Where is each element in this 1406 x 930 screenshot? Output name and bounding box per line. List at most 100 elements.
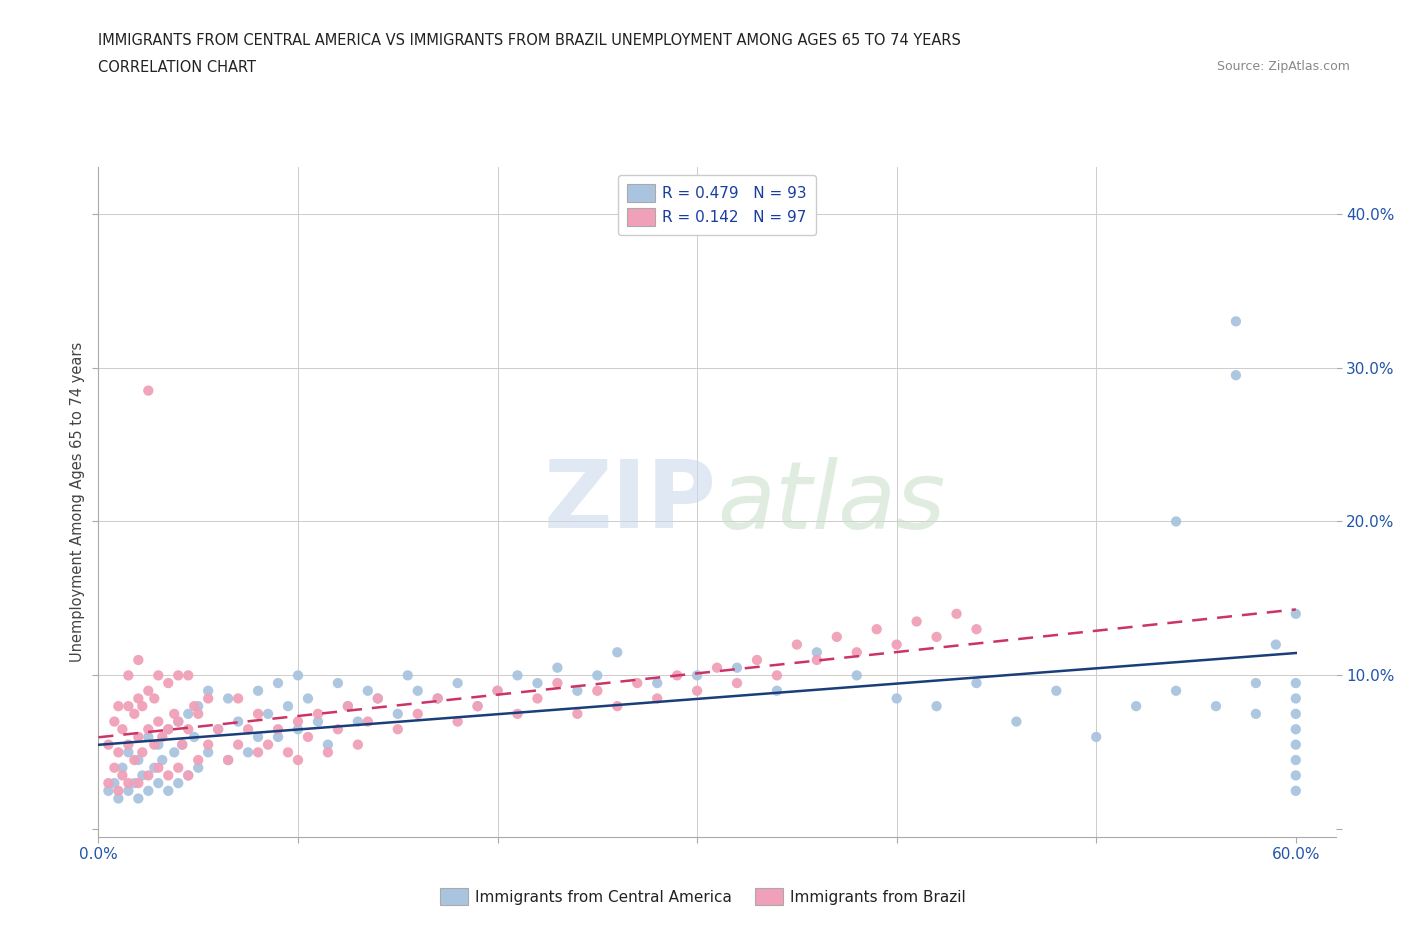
Point xyxy=(177,722,200,737)
Point xyxy=(387,722,409,737)
Point xyxy=(127,729,149,744)
Point xyxy=(163,745,186,760)
Point xyxy=(526,675,548,690)
Legend: R = 0.479   N = 93, R = 0.142   N = 97: R = 0.479 N = 93, R = 0.142 N = 97 xyxy=(619,175,815,234)
Point xyxy=(1125,698,1147,713)
Point xyxy=(177,768,200,783)
Point xyxy=(745,653,768,668)
Point xyxy=(1285,783,1308,798)
Point xyxy=(467,698,489,713)
Point xyxy=(187,707,209,722)
Point xyxy=(686,668,709,683)
Point xyxy=(127,752,149,767)
Point xyxy=(945,606,967,621)
Point xyxy=(236,745,259,760)
Point xyxy=(117,698,139,713)
Point xyxy=(183,729,205,744)
Point xyxy=(103,714,125,729)
Point xyxy=(825,630,848,644)
Point xyxy=(143,737,166,752)
Point xyxy=(167,776,190,790)
Point xyxy=(347,737,370,752)
Point xyxy=(546,660,568,675)
Point xyxy=(925,630,948,644)
Point xyxy=(103,776,125,790)
Point xyxy=(567,684,589,698)
Point xyxy=(167,714,190,729)
Y-axis label: Unemployment Among Ages 65 to 74 years: Unemployment Among Ages 65 to 74 years xyxy=(69,342,84,662)
Point xyxy=(131,698,153,713)
Point xyxy=(148,714,170,729)
Point xyxy=(1164,684,1187,698)
Point xyxy=(117,783,139,798)
Point xyxy=(117,745,139,760)
Point xyxy=(127,791,149,806)
Point xyxy=(207,722,229,737)
Text: IMMIGRANTS FROM CENTRAL AMERICA VS IMMIGRANTS FROM BRAZIL UNEMPLOYMENT AMONG AGE: IMMIGRANTS FROM CENTRAL AMERICA VS IMMIG… xyxy=(98,33,962,47)
Point xyxy=(277,698,299,713)
Point xyxy=(446,714,468,729)
Point xyxy=(267,722,290,737)
Point xyxy=(307,714,329,729)
Point xyxy=(131,745,153,760)
Point xyxy=(806,644,828,659)
Point xyxy=(247,684,270,698)
Point xyxy=(97,737,120,752)
Point xyxy=(157,722,180,737)
Point xyxy=(143,761,166,776)
Point xyxy=(267,729,290,744)
Point xyxy=(117,737,139,752)
Point xyxy=(606,644,628,659)
Point xyxy=(645,675,668,690)
Point xyxy=(127,653,149,668)
Point xyxy=(666,668,689,683)
Point xyxy=(247,707,270,722)
Point xyxy=(177,707,200,722)
Point xyxy=(107,698,129,713)
Point xyxy=(406,707,429,722)
Point xyxy=(1164,514,1187,529)
Point xyxy=(766,668,789,683)
Point xyxy=(107,783,129,798)
Point xyxy=(766,684,789,698)
Point xyxy=(506,668,529,683)
Point xyxy=(236,722,259,737)
Point xyxy=(297,729,319,744)
Point xyxy=(486,684,509,698)
Point xyxy=(197,684,219,698)
Point xyxy=(117,776,139,790)
Point xyxy=(207,722,229,737)
Point xyxy=(367,691,389,706)
Point xyxy=(1205,698,1227,713)
Point xyxy=(586,684,609,698)
Point xyxy=(1285,722,1308,737)
Point xyxy=(157,768,180,783)
Point xyxy=(136,684,159,698)
Point xyxy=(177,668,200,683)
Point xyxy=(546,675,568,690)
Point xyxy=(103,761,125,776)
Point xyxy=(1285,606,1308,621)
Point xyxy=(226,691,249,706)
Point xyxy=(426,691,449,706)
Point xyxy=(467,698,489,713)
Point xyxy=(287,714,309,729)
Point xyxy=(845,644,868,659)
Point xyxy=(966,675,988,690)
Point xyxy=(786,637,808,652)
Legend: Immigrants from Central America, Immigrants from Brazil: Immigrants from Central America, Immigra… xyxy=(433,880,973,913)
Point xyxy=(806,653,828,668)
Point xyxy=(148,737,170,752)
Point xyxy=(124,752,146,767)
Point xyxy=(367,691,389,706)
Point xyxy=(1285,768,1308,783)
Point xyxy=(136,768,159,783)
Point xyxy=(97,776,120,790)
Point xyxy=(257,707,280,722)
Point xyxy=(226,714,249,729)
Point xyxy=(1285,691,1308,706)
Point xyxy=(886,637,908,652)
Point xyxy=(606,698,628,713)
Point xyxy=(336,698,359,713)
Point xyxy=(163,707,186,722)
